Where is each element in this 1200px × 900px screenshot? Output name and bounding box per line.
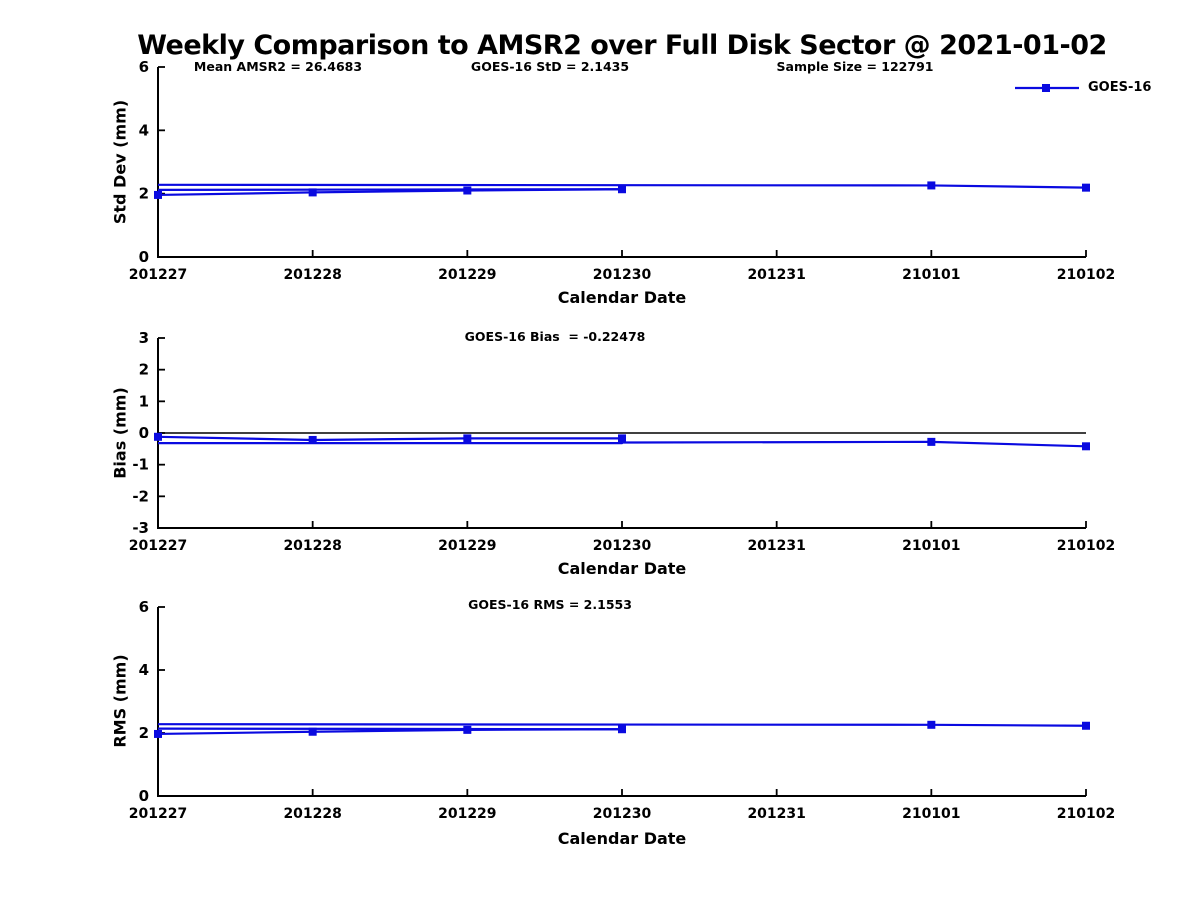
x-tick-label: 210101	[902, 806, 960, 822]
ylabel-bias: Bias (mm)	[110, 387, 130, 479]
y-tick-label: 0	[139, 787, 149, 805]
annotation-goes16-bias: GOES-16 Bias = -0.22478	[464, 329, 646, 344]
x-tick-label: 201231	[747, 806, 805, 822]
bias-marker	[927, 437, 936, 446]
y-tick-label: -3	[132, 519, 149, 537]
x-tick-label: 201228	[283, 806, 341, 822]
y-tick-label: 6	[139, 598, 149, 616]
y-tick-label: 2	[139, 185, 149, 203]
y-tick-label: -2	[132, 487, 149, 505]
x-tick-label: 201230	[593, 806, 652, 822]
y-tick-label: -1	[132, 456, 149, 474]
y-tick-label: 0	[139, 248, 149, 266]
y-tick-label: 4	[139, 121, 149, 139]
rms-marker	[308, 727, 317, 736]
x-tick-label: 201227	[129, 538, 187, 554]
xlabel-calendar-date-3: Calendar Date	[557, 829, 687, 848]
y-tick-label: 2	[139, 361, 149, 379]
std_dev-marker	[308, 188, 317, 197]
rms-line	[157, 727, 623, 731]
bias-marker	[308, 435, 317, 444]
bias-line	[621, 440, 1087, 448]
annotation-goes16-rms: GOES-16 RMS = 2.1553	[468, 597, 632, 612]
std_dev-axes	[157, 67, 1086, 258]
rms-marker	[1082, 721, 1090, 730]
bias-marker	[463, 434, 472, 443]
legend: GOES-16	[1014, 80, 1151, 95]
x-tick-label: 201228	[283, 538, 341, 554]
x-tick-label: 201227	[129, 806, 187, 822]
x-tick-label: 201230	[593, 538, 652, 554]
rms-marker	[927, 720, 936, 729]
bias-marker	[1082, 442, 1090, 451]
bias-marker	[618, 434, 626, 443]
x-tick-label: 210102	[1057, 267, 1115, 283]
page-title: Weekly Comparison to AMSR2 over Full Dis…	[137, 30, 1107, 61]
y-tick-label: 4	[139, 661, 149, 679]
ylabel-std-dev: Std Dev (mm)	[110, 99, 130, 225]
legend-label: GOES-16	[1088, 80, 1152, 95]
annotation-sample-size: Sample Size = 122791	[776, 59, 934, 74]
rms-axes	[157, 607, 1086, 797]
std_dev-marker	[1082, 183, 1090, 192]
x-tick-label: 201229	[438, 806, 496, 822]
rms-marker	[154, 729, 162, 738]
std_dev-marker	[618, 185, 626, 194]
bias-line	[157, 435, 622, 442]
xlabel-calendar-date-1: Calendar Date	[557, 288, 687, 307]
std_dev-marker	[927, 181, 936, 190]
x-tick-label: 210101	[902, 538, 960, 554]
legend-line-icon	[1015, 83, 1079, 92]
x-tick-label: 201229	[438, 538, 496, 554]
y-tick-label: 6	[139, 58, 149, 76]
ylabel-rms: RMS (mm)	[110, 654, 130, 748]
x-tick-label: 201227	[129, 267, 187, 283]
y-tick-label: 2	[139, 724, 149, 742]
x-tick-label: 201231	[747, 267, 805, 283]
x-tick-label: 210102	[1057, 538, 1115, 554]
std_dev-line	[157, 188, 623, 191]
x-tick-label: 201230	[593, 267, 652, 283]
bias-marker	[154, 432, 162, 441]
x-tick-label: 201229	[438, 267, 496, 283]
y-tick-label: 0	[139, 424, 149, 442]
y-tick-label: 3	[139, 329, 149, 347]
annotation-mean-amsr2: Mean AMSR2 = 26.4683	[193, 59, 363, 74]
rms-marker	[463, 725, 472, 734]
x-tick-label: 210102	[1057, 806, 1115, 822]
rms-marker	[618, 725, 626, 734]
annotation-goes16-std: GOES-16 StD = 2.1435	[470, 59, 630, 74]
std_dev-marker	[463, 186, 472, 195]
x-tick-label: 201228	[283, 267, 341, 283]
std_dev-marker	[154, 190, 162, 199]
x-tick-label: 210101	[902, 267, 960, 283]
x-tick-label: 201231	[747, 538, 805, 554]
xlabel-calendar-date-2: Calendar Date	[557, 559, 687, 578]
y-tick-label: 1	[139, 392, 149, 410]
